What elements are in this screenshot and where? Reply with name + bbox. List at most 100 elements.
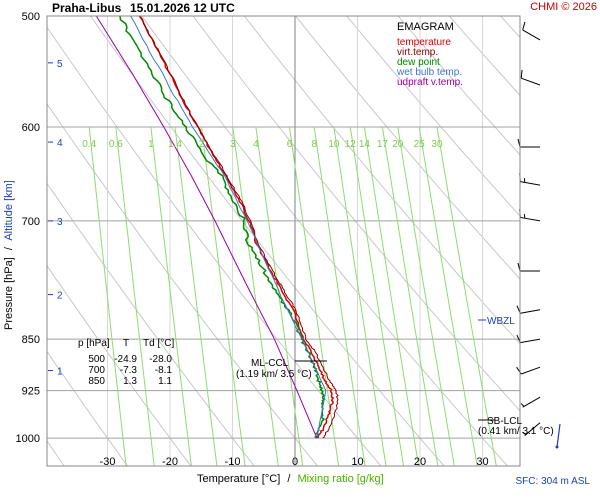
mixing-ratio-line xyxy=(289,126,340,466)
surface-wind-dot xyxy=(555,445,559,449)
table-header: Td [°C] xyxy=(143,338,174,349)
wind-barbs xyxy=(516,21,561,449)
dry-adiabat xyxy=(243,16,520,345)
y-axis-label: Pressure [hPa] / Altitude [km] xyxy=(3,180,15,330)
mixing-ratio-label: 2 xyxy=(199,139,205,150)
temperature-tick-label: 10 xyxy=(351,456,363,468)
altitude-tick-label: 5 xyxy=(57,59,63,70)
wind-barb xyxy=(519,209,541,222)
dry-adiabat xyxy=(552,16,600,474)
mixing-ratio-label: 0.6 xyxy=(109,139,123,150)
wind-barb xyxy=(517,262,540,272)
table-header: p [hPa] xyxy=(78,338,110,349)
axis-label-separator: / xyxy=(287,473,291,485)
dry-adiabat xyxy=(90,16,445,466)
summary-table: p [hPa] T Td [°C] 500 -24.9 -28.0 700 -7.3 -8.1 8… xyxy=(78,338,174,387)
mixing-ratio-line xyxy=(381,126,439,466)
table-header: T xyxy=(123,338,129,349)
table-cell: 850 xyxy=(88,376,105,387)
wbzl-label: WBZL xyxy=(487,316,515,327)
table-cell: -24.9 xyxy=(114,354,137,365)
altitude-tick-label: 1 xyxy=(57,367,63,378)
wind-barb xyxy=(517,138,540,148)
mixing-ratio-line xyxy=(150,126,192,466)
legend-item: dew point xyxy=(397,57,440,68)
wind-barb xyxy=(520,69,541,86)
barb-staff xyxy=(524,422,541,436)
mixing-ratio-line xyxy=(436,126,497,466)
legend-item: temperature xyxy=(397,37,451,48)
mixing-ratio-label: 0.4 xyxy=(82,139,96,150)
altitude-tick-label: 4 xyxy=(57,138,63,149)
table-cell: -28.0 xyxy=(149,354,172,365)
table-cell: 700 xyxy=(88,365,105,376)
table-cell: 1.3 xyxy=(123,376,137,387)
temperature-tick-label: -20 xyxy=(162,456,178,468)
mixing-ratio-axis-label: Mixing ratio [g/kg] xyxy=(297,473,383,485)
pressure-tick-label: 925 xyxy=(22,386,40,398)
mixing-ratio-label: 1.4 xyxy=(168,139,182,150)
barb-staff xyxy=(520,181,541,186)
table-cell: 500 xyxy=(88,354,105,365)
dry-adiabat xyxy=(397,16,520,156)
temperature-tick-label: -30 xyxy=(100,456,116,468)
table-cell: -7.3 xyxy=(120,365,138,376)
credit-label: CHMI © 2026 xyxy=(530,1,597,13)
barb-staff xyxy=(522,396,541,408)
barb-staff xyxy=(522,29,541,41)
legend-item: wet bulb temp. xyxy=(396,67,462,78)
series-dew-point xyxy=(119,16,326,439)
mixing-ratio-label: 3 xyxy=(230,139,236,150)
temperature-tick-label: 30 xyxy=(476,456,488,468)
mixing-ratio-label: 14 xyxy=(359,139,371,150)
pressure-tick-label: 700 xyxy=(22,216,40,228)
mixing-ratio-line xyxy=(232,126,279,466)
dry-adiabat xyxy=(295,16,520,280)
mixing-ratio-line xyxy=(88,126,127,466)
series-layer xyxy=(95,16,339,439)
legend-item: virt.temp. xyxy=(397,47,438,58)
mixing-ratio-lines xyxy=(88,126,497,466)
chart-title: EMAGRAM xyxy=(397,21,454,33)
barb-staff xyxy=(520,216,541,222)
barb-staff xyxy=(521,366,541,375)
dry-adiabat xyxy=(47,26,382,466)
ml-ccl-detail: (1.19 km/ 3.5 °C) xyxy=(236,369,312,380)
mixing-ratio-label: 12 xyxy=(345,139,357,150)
barb-flag xyxy=(516,366,522,375)
table-cell: -8.1 xyxy=(155,365,173,376)
mixing-ratio-label: 1 xyxy=(148,139,154,150)
dry-adiabat xyxy=(47,264,192,466)
series-virt-temp xyxy=(139,16,339,439)
barb-staff xyxy=(520,309,541,314)
altitude-tick-label: 3 xyxy=(57,217,63,228)
table-cell: 1.1 xyxy=(158,376,172,387)
barb-staff xyxy=(520,338,541,344)
dry-adiabat xyxy=(500,16,520,39)
pressure-tick-label: 1000 xyxy=(16,433,40,445)
pressure-tick-label: 850 xyxy=(22,334,40,346)
mixing-ratio-line xyxy=(397,126,455,466)
dry-adiabat xyxy=(47,182,255,466)
temperature-tick-label: 20 xyxy=(414,456,426,468)
mixing-ratio-line xyxy=(174,126,218,466)
dry-adiabat xyxy=(448,16,520,97)
annotations: ML-CCL(1.19 km/ 3.5 °C) SB-LCL(0.41 km/ 3… xyxy=(236,316,554,437)
temperature-tick-label: 0 xyxy=(292,456,298,468)
dry-adiabat xyxy=(47,350,129,466)
temperature-axis-label: Temperature [°C] xyxy=(197,473,280,485)
mixing-ratio-label: 17 xyxy=(377,139,389,150)
pressure-tick-label: 600 xyxy=(22,122,40,134)
mixing-ratio-line xyxy=(313,126,366,466)
mixing-ratio-line xyxy=(201,126,246,466)
dry-adiabat xyxy=(346,16,520,217)
mixing-ratio-line xyxy=(255,126,304,466)
mixing-ratio-label: 4 xyxy=(253,139,259,150)
mixing-ratio-label: 6 xyxy=(287,139,293,150)
mixing-ratio-label: 30 xyxy=(431,139,443,150)
x-axis-label: Temperature [°C] / Mixing ratio [g/kg] xyxy=(197,473,384,485)
mixing-ratio-line xyxy=(115,126,155,466)
wind-barb xyxy=(520,396,541,408)
